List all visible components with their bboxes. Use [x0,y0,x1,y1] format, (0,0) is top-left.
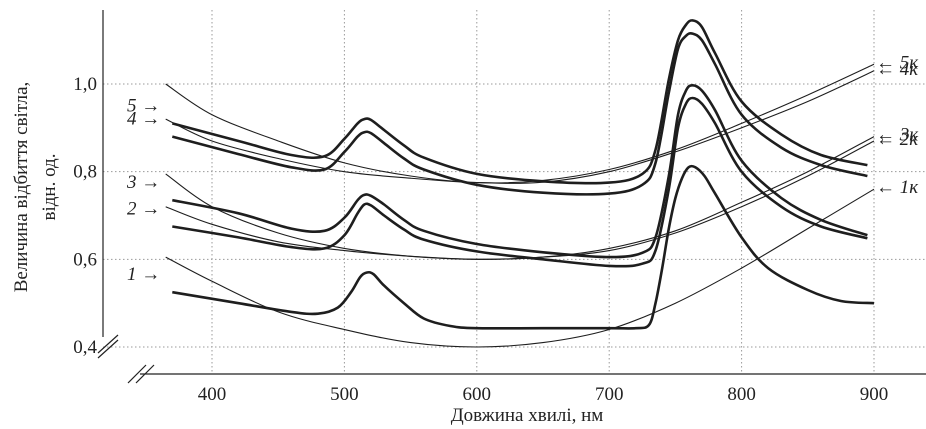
series-line-2 [172,96,868,268]
x-tick-label: 500 [330,384,359,405]
series-line-1 [172,164,875,330]
y-tick-label: 1,0 [73,74,97,95]
y-tick-label: 0,4 [73,337,97,358]
curve-label-1: 1 → [127,264,160,285]
x-tick-label: 600 [463,384,492,405]
y-axis-label-line1: Величина відбиття світла, [11,82,32,293]
series-line-5к [165,63,875,184]
grid [103,10,926,374]
y-axis-break-mark [97,334,119,354]
series-line-4 [171,31,868,196]
x-tick-label: 900 [860,384,889,405]
y-tick-label: 0,8 [73,162,97,183]
curve-label-3к: ← 3к [876,125,919,146]
series-line-5 [171,19,868,185]
axes [97,10,926,384]
curve-label-1к: ← 1к [876,177,919,198]
curve-labels: 1 → 2 → 3 → 4 →5 → ← 1к ← 2к← 3к ← 4к← 5к [126,52,919,285]
curve-label-2: 2 → [127,198,160,219]
series-line-3к [165,136,875,260]
curve-label-5: 5 → [127,95,160,116]
x-tick-label: 800 [727,384,756,405]
curve-label-4: 4 → [127,109,160,130]
series-line-4к [165,70,875,184]
curve-label-4к: ← 4к [876,59,919,80]
x-tick-labels: 400 500 600 700 800 900 [198,384,889,405]
y-axis-break-mark [97,339,119,359]
x-axis-break-mark [135,364,155,384]
curve-label-3: 3 → [126,172,160,193]
y-tick-label: 0,6 [73,249,97,270]
x-tick-label: 700 [595,384,624,405]
x-axis-break-mark [127,364,147,384]
x-tick-label: 400 [198,384,227,405]
y-tick-labels: 0,4 0,6 0,8 1,0 [73,74,97,358]
series [165,19,875,348]
y-axis-label-line2: відн. од. [39,154,60,221]
series-line-2к [165,140,875,260]
curve-label-2к: ← 2к [876,129,919,150]
series-line-1к [165,188,875,348]
curve-label-5к: ← 5к [876,52,919,73]
x-axis-label: Довжина хвилі, нм [451,405,604,426]
